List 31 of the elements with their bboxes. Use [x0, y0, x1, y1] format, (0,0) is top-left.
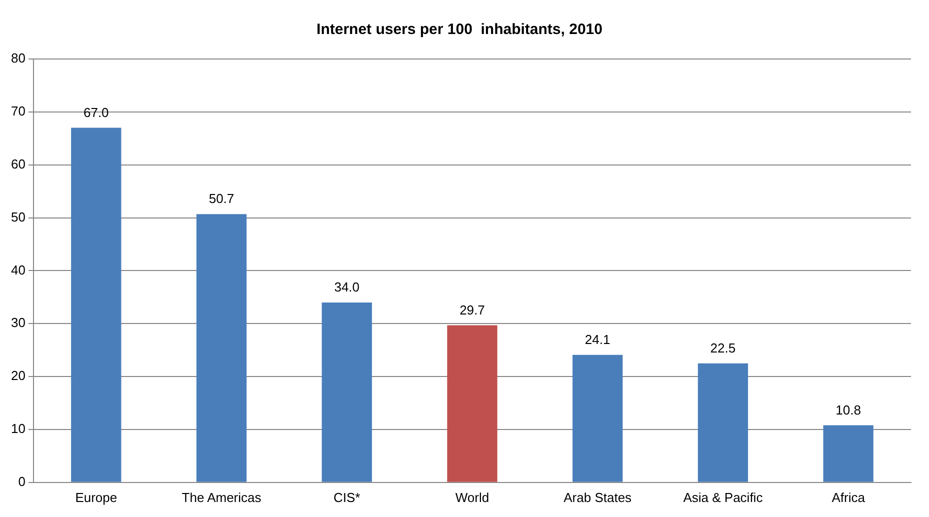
y-tick-label: 60: [10, 156, 26, 172]
y-tick-label: 0: [18, 474, 26, 489]
y-tick-label: 50: [10, 209, 26, 224]
x-tick-label: World: [455, 490, 490, 505]
data-label: 24.1: [584, 332, 610, 347]
y-tick-label: 40: [10, 262, 26, 278]
data-label: 29.7: [460, 302, 485, 318]
data-label: 34.0: [334, 280, 360, 295]
bar: [823, 425, 874, 482]
bar: [447, 325, 498, 482]
data-label: 67.0: [83, 104, 109, 120]
bar: [196, 214, 247, 482]
y-tick-label: 20: [10, 368, 26, 384]
y-tick-label: 70: [10, 104, 26, 119]
x-tick-label: Arab States: [564, 490, 632, 505]
data-label: 22.5: [710, 340, 736, 356]
x-tick-label: CIS*: [334, 490, 360, 505]
x-tick-label: Africa: [832, 490, 866, 505]
x-tick-label: Europe: [75, 490, 118, 505]
bar: [322, 302, 372, 482]
bar: [572, 354, 623, 482]
y-tick-label: 10: [10, 421, 26, 436]
x-tick-label: The Americas: [182, 490, 262, 505]
data-label: 10.8: [836, 402, 861, 418]
chart-title: Internet users per 100 inhabitants, 2010: [316, 21, 602, 38]
x-tick-label: Asia & Pacific: [683, 490, 764, 505]
y-tick-label: 80: [10, 50, 26, 66]
bar: [71, 128, 122, 482]
y-tick-label: 30: [10, 315, 26, 330]
bar: [698, 363, 748, 482]
data-label: 50.7: [208, 191, 234, 206]
